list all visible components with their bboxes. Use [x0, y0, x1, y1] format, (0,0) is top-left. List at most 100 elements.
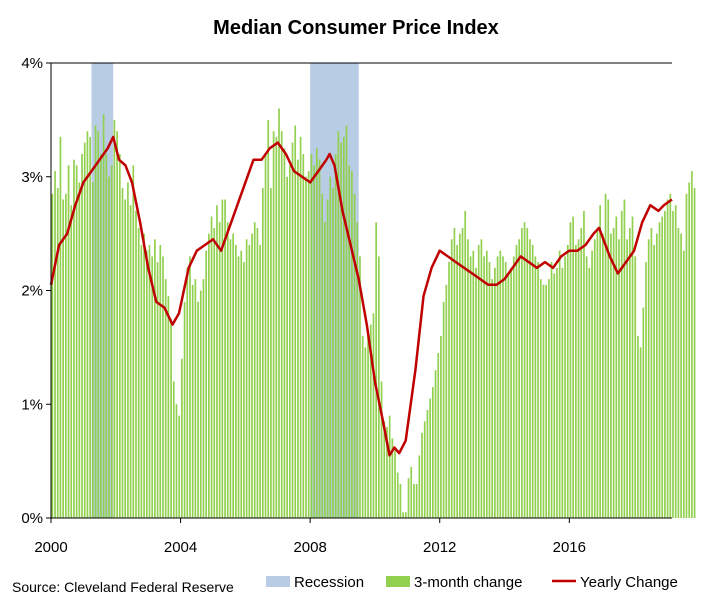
- bar-3-month-change: [631, 216, 634, 518]
- bar-3-month-change: [413, 483, 415, 518]
- bar-3-month-change: [550, 262, 553, 518]
- bar-3-month-change: [361, 336, 364, 518]
- bar-3-month-change: [345, 125, 348, 518]
- bar-3-month-change: [531, 245, 534, 518]
- bar-3-month-change: [307, 171, 310, 518]
- bar-3-month-change: [450, 239, 453, 518]
- bar-3-month-change: [682, 250, 685, 518]
- recession-band-1: [91, 63, 114, 518]
- bar-3-month-change: [64, 193, 67, 518]
- recession-layer: [91, 63, 359, 518]
- bar-3-month-change: [615, 216, 618, 518]
- bar-3-month-change: [415, 483, 418, 518]
- bar-3-month-change: [229, 239, 232, 518]
- bar-3-month-change: [483, 256, 485, 518]
- bar-3-month-change: [601, 233, 604, 518]
- bar-3-month-change: [337, 131, 340, 518]
- bar-3-month-change: [194, 279, 197, 518]
- bar-3-month-change: [208, 233, 210, 518]
- y-tick-label: 4%: [21, 55, 43, 72]
- bar-3-month-change: [677, 227, 680, 518]
- bar-3-month-change: [564, 256, 566, 518]
- bar-3-month-change: [515, 245, 518, 518]
- bar-layer: [51, 108, 696, 518]
- bar-3-month-change: [62, 199, 64, 518]
- bar-3-month-change: [461, 227, 464, 518]
- bar-3-month-change: [159, 245, 162, 518]
- legend-swatch-3-month-change: [386, 576, 410, 587]
- bar-3-month-change: [110, 165, 113, 518]
- bar-3-month-change: [248, 245, 251, 518]
- bar-3-month-change: [396, 472, 399, 518]
- bar-3-month-change: [639, 347, 642, 518]
- bar-3-month-change: [140, 245, 143, 518]
- bar-3-month-change: [359, 256, 361, 518]
- bar-3-month-change: [431, 387, 434, 518]
- bar-3-month-change: [499, 250, 502, 518]
- bar-3-month-change: [324, 222, 326, 518]
- bar-3-month-change: [81, 154, 83, 518]
- bar-3-month-change: [340, 142, 342, 518]
- bar-3-month-change: [334, 154, 337, 518]
- bar-3-month-change: [472, 250, 475, 518]
- bar-3-month-change: [302, 154, 305, 518]
- bar-3-month-change: [464, 210, 467, 518]
- bar-3-month-change: [672, 210, 674, 518]
- bar-3-month-change: [650, 227, 653, 518]
- bar-3-month-change: [404, 512, 407, 518]
- bar-3-month-change: [175, 404, 178, 518]
- bar-3-month-change: [364, 347, 367, 518]
- bar-3-month-change: [351, 171, 353, 518]
- bar-3-month-change: [305, 176, 307, 518]
- bar-3-month-change: [113, 119, 116, 518]
- bar-3-month-change: [332, 188, 334, 518]
- bar-3-month-change: [375, 222, 378, 518]
- y-tick-label: 2%: [21, 283, 43, 300]
- bar-3-month-change: [105, 154, 108, 518]
- bar-3-month-change: [148, 245, 151, 518]
- bar-3-month-change: [205, 250, 208, 518]
- bar-3-month-change: [655, 233, 658, 518]
- bar-3-month-change: [593, 239, 596, 518]
- x-tick-label: 2012: [423, 539, 456, 556]
- bar-3-month-change: [170, 318, 172, 518]
- bar-3-month-change: [542, 284, 545, 518]
- bar-3-month-change: [394, 449, 396, 518]
- bar-3-month-change: [429, 398, 431, 518]
- bar-3-month-change: [642, 307, 645, 518]
- bar-3-month-change: [610, 233, 612, 518]
- bar-3-month-change: [664, 210, 666, 518]
- bar-3-month-change: [51, 193, 54, 518]
- bar-3-month-change: [526, 227, 529, 518]
- bar-3-month-change: [534, 256, 537, 518]
- bar-3-month-change: [626, 239, 628, 518]
- bar-3-month-change: [585, 256, 588, 518]
- bar-3-month-change: [680, 233, 682, 518]
- bar-3-month-change: [628, 227, 631, 518]
- bar-3-month-change: [275, 136, 278, 518]
- bar-3-month-change: [388, 415, 391, 518]
- bar-3-month-change: [669, 193, 672, 518]
- bar-3-month-change: [186, 267, 189, 518]
- bar-3-month-change: [167, 296, 170, 518]
- recession-band-2: [310, 63, 359, 518]
- bar-3-month-change: [129, 205, 132, 518]
- bar-3-month-change: [383, 421, 386, 518]
- bar-3-month-change: [264, 154, 267, 518]
- bar-3-month-change: [693, 188, 696, 518]
- bar-3-month-change: [91, 182, 94, 518]
- legend-swatch-recession: [266, 576, 290, 587]
- bar-3-month-change: [54, 171, 56, 518]
- bar-3-month-change: [548, 279, 550, 518]
- bar-3-month-change: [67, 165, 70, 518]
- bar-3-month-change: [97, 131, 100, 518]
- bar-3-month-change: [253, 222, 256, 518]
- line-yearly-change: [49, 135, 673, 457]
- bar-3-month-change: [318, 159, 321, 518]
- bar-3-month-change: [151, 256, 154, 518]
- bar-3-month-change: [172, 381, 175, 518]
- bar-3-month-change: [658, 222, 661, 518]
- bar-3-month-change: [164, 279, 167, 518]
- bar-3-month-change: [127, 182, 129, 518]
- bar-3-month-change: [475, 267, 477, 518]
